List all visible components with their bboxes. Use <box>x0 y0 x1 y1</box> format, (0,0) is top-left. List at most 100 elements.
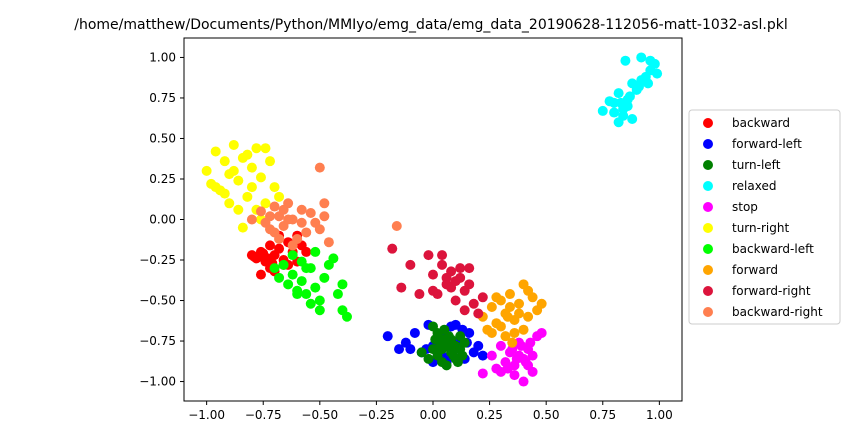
y-tick-label: −1.00 <box>139 375 176 389</box>
point-backward-right <box>269 201 280 212</box>
point-backward <box>255 269 266 280</box>
x-tick-label: −0.75 <box>245 408 282 422</box>
point-backward-right <box>314 162 325 173</box>
y-tick-label: 1.00 <box>149 50 176 64</box>
point-turn-right <box>246 182 257 193</box>
legend-label-forward-left: forward-left <box>732 137 802 151</box>
point-forward <box>502 311 513 322</box>
point-forward-left <box>473 340 484 351</box>
point-backward-right <box>278 204 289 215</box>
point-relaxed <box>627 114 638 125</box>
legend: backward forward-left turn-left relaxed stop… <box>688 109 841 325</box>
point-turn-left <box>437 344 448 355</box>
point-stop <box>527 350 538 361</box>
point-relaxed <box>624 91 635 102</box>
point-forward <box>495 321 506 332</box>
point-backward-left <box>301 289 312 300</box>
point-forward-right <box>464 279 475 290</box>
point-forward-right <box>477 292 488 303</box>
point-turn-left <box>430 334 441 345</box>
point-backward-left <box>287 250 298 261</box>
point-backward-right <box>301 227 312 238</box>
point-backward <box>301 246 312 257</box>
y-tick-label: −0.25 <box>139 253 176 267</box>
point-turn-right <box>219 156 230 167</box>
point-turn-right <box>255 172 266 183</box>
point-forward-right <box>464 263 475 274</box>
point-forward-right <box>468 298 479 309</box>
point-turn-right <box>224 198 235 209</box>
point-stop <box>520 357 531 368</box>
point-forward-right <box>428 269 438 280</box>
x-tick-label: −0.50 <box>301 408 338 422</box>
y-tick-label: 0.25 <box>149 172 176 186</box>
point-stop <box>486 350 497 361</box>
point-forward-right <box>441 272 452 283</box>
point-backward-right <box>269 227 280 238</box>
point-backward-left <box>269 263 280 274</box>
legend-label-forward-right: forward-right <box>732 284 811 298</box>
point-forward-right <box>405 259 416 270</box>
data-points <box>201 52 663 387</box>
point-stop <box>525 337 536 348</box>
point-relaxed <box>645 55 656 66</box>
x-tick-label: 0.00 <box>420 408 447 422</box>
x-tick-label: 0.75 <box>589 408 616 422</box>
legend-label-relaxed: relaxed <box>732 179 776 193</box>
point-forward-right <box>423 250 434 261</box>
y-tick-label: −0.75 <box>139 334 176 348</box>
legend-label-backward-left: backward-left <box>732 242 814 256</box>
point-forward-left <box>409 327 420 338</box>
x-tick-label: 0.50 <box>533 408 560 422</box>
point-forward <box>523 311 534 322</box>
point-turn-left <box>416 347 427 358</box>
point-backward-left <box>337 279 348 290</box>
legend-label-stop: stop <box>732 200 758 214</box>
y-tick-label: 0.00 <box>149 213 176 227</box>
x-tick-label: −0.25 <box>358 408 395 422</box>
point-turn-right <box>233 204 244 215</box>
point-forward-right <box>455 263 466 274</box>
legend-label-backward: backward <box>732 116 790 130</box>
point-forward <box>486 302 497 313</box>
legend-marker-forward-right <box>703 286 713 296</box>
point-forward-right <box>387 243 398 254</box>
legend-label-turn-right: turn-right <box>732 221 789 235</box>
point-forward-right <box>396 282 407 293</box>
legend-marker-backward <box>703 118 713 128</box>
legend-label-backward-right: backward-right <box>732 305 823 319</box>
point-relaxed <box>633 81 644 92</box>
point-forward <box>504 302 515 313</box>
point-stop <box>495 340 506 351</box>
point-forward-left <box>382 331 393 342</box>
point-backward-right <box>246 214 257 225</box>
point-backward-left <box>305 298 316 309</box>
point-backward-left <box>274 272 285 283</box>
point-forward <box>500 331 511 342</box>
point-stop <box>511 353 522 364</box>
point-turn-right <box>260 143 271 154</box>
point-relaxed <box>609 107 620 118</box>
point-turn-right <box>242 191 253 202</box>
point-forward <box>536 298 547 309</box>
legend-marker-forward-left <box>703 139 713 149</box>
point-forward <box>514 298 525 309</box>
point-relaxed <box>652 68 663 79</box>
point-backward-left <box>310 282 321 293</box>
point-turn-right <box>260 198 271 209</box>
point-turn-right <box>228 139 239 150</box>
point-backward-left <box>296 256 307 267</box>
y-tick-label: −0.50 <box>139 294 176 308</box>
point-forward <box>491 292 502 303</box>
point-turn-right <box>242 149 253 160</box>
point-backward-right <box>319 211 330 222</box>
point-backward-right <box>323 237 334 248</box>
point-relaxed <box>618 110 629 121</box>
point-turn-right <box>210 146 221 157</box>
point-backward-left <box>287 269 298 280</box>
point-relaxed <box>613 88 624 99</box>
x-tick-label: 1.00 <box>646 408 673 422</box>
point-forward <box>523 285 534 296</box>
point-forward <box>509 327 520 338</box>
